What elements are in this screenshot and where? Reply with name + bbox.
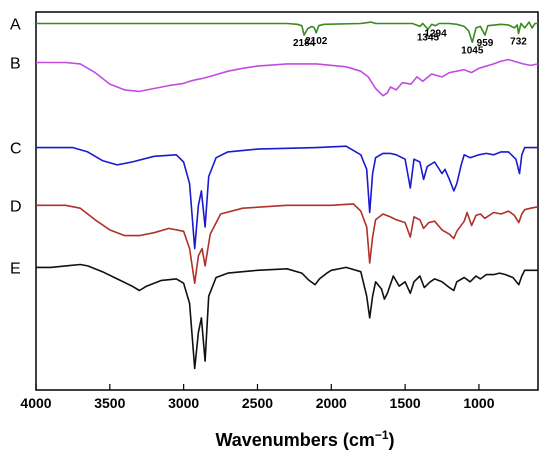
peak-label-2102: 2102 xyxy=(305,36,328,47)
series-label-e: E xyxy=(10,260,21,277)
peak-label-1045: 1045 xyxy=(461,45,484,56)
x-axis-title: Wavenumbers (cm−1) xyxy=(215,428,394,450)
x-tick-label-1000: 1000 xyxy=(463,395,494,411)
peak-label-1294: 1294 xyxy=(424,29,447,40)
peak-label-732: 732 xyxy=(510,37,527,48)
series-label-d: D xyxy=(10,198,22,215)
x-tick-label-3000: 3000 xyxy=(168,395,199,411)
series-line-e xyxy=(36,263,538,370)
x-tick-label-2000: 2000 xyxy=(316,395,347,411)
x-axis-title-main: Wavenumbers (cm xyxy=(215,430,374,450)
x-tick-label-2500: 2500 xyxy=(242,395,273,411)
x-tick-label-4000: 4000 xyxy=(20,395,51,411)
series-label-a: A xyxy=(10,17,21,34)
series-line-b xyxy=(36,58,539,97)
plot-frame xyxy=(35,11,539,391)
series-label-b: B xyxy=(10,55,21,72)
x-tick-label-3500: 3500 xyxy=(94,395,125,411)
series-line-a xyxy=(36,21,538,44)
series-line-d xyxy=(36,203,539,284)
peak-label-959: 959 xyxy=(477,38,494,49)
x-tick-label-1500: 1500 xyxy=(390,395,421,411)
x-ticks-group: 4000 3500 3000 2500 2000 1500 1000 xyxy=(20,384,495,411)
series-label-c: C xyxy=(10,141,22,158)
peak-label-2184: 2184 xyxy=(293,38,316,49)
series-labels-group: A B C D E xyxy=(10,17,22,278)
spectra-group xyxy=(36,21,539,370)
peak-label-1345: 1345 xyxy=(417,32,440,43)
x-axis-title-superscript: −1 xyxy=(375,428,389,442)
x-axis-title-close: ) xyxy=(389,430,395,450)
series-line-c xyxy=(36,145,538,250)
